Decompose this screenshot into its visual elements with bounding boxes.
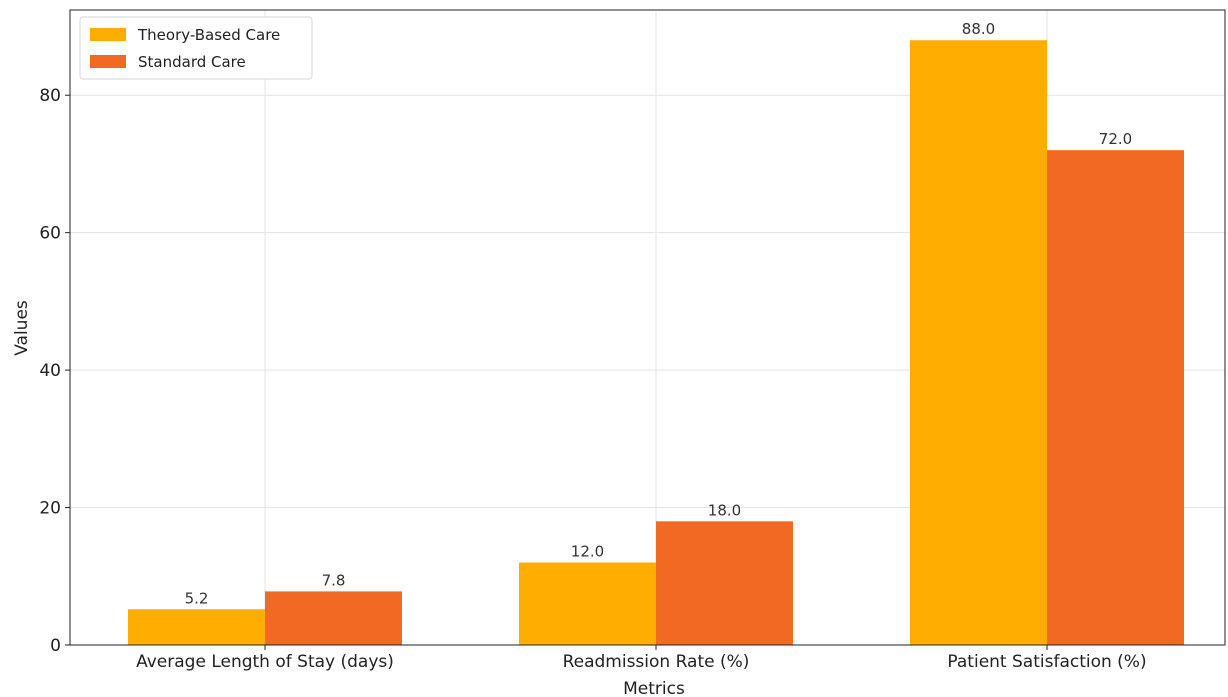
bar-standard-care [1047, 150, 1184, 645]
y-tick-label: 80 [39, 86, 61, 106]
data-label-standard-care: 7.8 [322, 571, 346, 589]
data-label-standard-care: 72.0 [1099, 130, 1132, 148]
bar-theory-based-care [128, 609, 265, 645]
data-label-theory-based-care: 12.0 [571, 543, 604, 561]
legend-swatch-standard-care [90, 55, 126, 68]
x-tick-label: Average Length of Stay (days) [136, 652, 394, 672]
bar-standard-care [656, 521, 793, 645]
plot-frame [69, 9, 1226, 646]
legend-frame [79, 16, 313, 80]
y-tick-label: 60 [39, 224, 61, 244]
bar-theory-based-care [910, 40, 1047, 645]
x-tick-label: Patient Satisfaction (%) [947, 652, 1146, 672]
x-axis: Average Length of Stay (days) Readmission… [136, 645, 1147, 672]
bar-standard-care [265, 591, 402, 645]
y-tick-label: 40 [39, 361, 61, 381]
y-tick-label: 20 [39, 499, 61, 519]
bars [128, 40, 1184, 645]
data-label-theory-based-care: 88.0 [962, 20, 995, 38]
x-axis-label: Metrics [623, 679, 685, 697]
data-labels: 5.2 12.0 88.0 7.8 18.0 72.0 [185, 20, 1133, 607]
legend: Theory-Based Care Standard Care [79, 16, 313, 80]
legend-label-standard-care: Standard Care [138, 53, 246, 71]
y-axis-label: Values [12, 300, 32, 356]
data-label-standard-care: 18.0 [708, 501, 741, 519]
x-tick-label: Readmission Rate (%) [563, 652, 750, 672]
data-label-theory-based-care: 5.2 [185, 589, 209, 607]
y-axis: 0 20 40 60 80 [39, 86, 70, 656]
legend-swatch-theory-based-care [90, 28, 126, 41]
bar-theory-based-care [519, 562, 656, 645]
y-tick-label: 0 [50, 636, 61, 656]
legend-label-theory-based-care: Theory-Based Care [137, 26, 280, 44]
